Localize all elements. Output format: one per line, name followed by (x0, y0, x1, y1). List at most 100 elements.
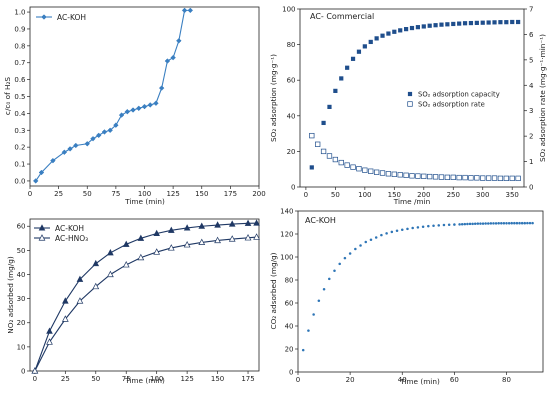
data-point (485, 175, 492, 181)
series-1 (301, 221, 534, 352)
data-point (479, 222, 482, 225)
data-point (345, 65, 350, 70)
y-tick-label: 0.9 (14, 25, 25, 33)
data-point (164, 58, 171, 64)
data-point (513, 221, 516, 225)
series-1 (32, 7, 194, 184)
data-point (515, 221, 519, 225)
series-2 (309, 132, 521, 182)
x-tick-label: 100 (138, 190, 151, 198)
data-point (107, 270, 114, 278)
y-tick-label: 0.3 (14, 127, 25, 135)
y-tick-label: 20 (285, 346, 294, 354)
data-point (344, 162, 350, 168)
data-point (400, 228, 404, 232)
data-point (468, 20, 474, 26)
data-point (492, 20, 497, 25)
data-point (415, 173, 421, 179)
data-point (433, 23, 438, 28)
x-axis-title: Time (min) (399, 377, 440, 386)
x-tick-label: 50 (91, 375, 100, 383)
data-point (391, 171, 397, 177)
x-tick-label: 100 (358, 191, 371, 199)
y-tick-label: 140 (280, 208, 293, 216)
data-point (444, 174, 451, 180)
data-point (137, 253, 145, 261)
panel-p4: 0 20 40 60 80 0 20 40 60 80 100 120 140 Time (min) CO₂… (269, 208, 544, 386)
y-tick-label: 40 (287, 112, 296, 120)
data-point (339, 76, 344, 81)
legend-marker (407, 91, 413, 97)
y-tick-label: 30 (17, 295, 26, 303)
data-point (67, 146, 73, 152)
series-2 (31, 233, 260, 374)
data-point (457, 21, 462, 26)
y-axis-title: CO₂ adsorbed (mg/g) (269, 252, 278, 329)
data-point (505, 222, 508, 225)
y-tick-label: 0.2 (14, 144, 25, 152)
data-point (502, 222, 506, 225)
data-point (95, 132, 102, 139)
legend-label: SO₂ adsorption capacity (418, 91, 500, 99)
data-point (447, 223, 451, 227)
data-point (46, 327, 53, 334)
data-point (460, 222, 464, 226)
data-point (504, 20, 509, 25)
y-tick-label: 120 (280, 231, 293, 239)
x-tick-label: 200 (252, 190, 265, 198)
data-point (244, 233, 252, 241)
y2-tick-label: 3 (529, 107, 533, 115)
data-point (497, 175, 504, 182)
x-tick-label: 0 (296, 376, 300, 384)
data-point (168, 226, 175, 233)
data-point (476, 222, 480, 225)
plot-frame (29, 6, 260, 187)
data-point (76, 297, 84, 304)
data-point (458, 223, 461, 226)
data-point (403, 172, 409, 178)
data-point (158, 85, 165, 91)
y-tick-label: 0.0 (14, 177, 25, 185)
data-point (181, 7, 188, 14)
y-tick-label: 0.8 (14, 42, 25, 50)
data-point (50, 157, 56, 164)
data-point (364, 240, 368, 244)
x-tick-label: 350 (506, 191, 519, 199)
data-point (228, 220, 236, 227)
legend-label: AC-HNO₃ (55, 234, 88, 243)
data-point (379, 170, 386, 176)
data-point (439, 22, 444, 27)
x-tick-label: 75 (111, 190, 120, 198)
data-point (327, 104, 332, 109)
data-point (101, 129, 108, 135)
data-point (406, 227, 409, 231)
legend: AC-KOH (36, 13, 86, 22)
data-point (214, 236, 221, 244)
data-point (392, 29, 397, 34)
data-point (73, 142, 79, 149)
data-point (445, 22, 450, 27)
series-1 (31, 219, 260, 374)
y2-tick-label: 2 (529, 133, 533, 141)
y2-tick-label: 6 (529, 31, 534, 39)
data-point (471, 222, 474, 226)
y-tick-label: 0 (289, 369, 293, 377)
data-point (312, 313, 315, 316)
y-tick-label: 80 (285, 277, 294, 285)
data-point (321, 120, 326, 126)
data-point (356, 166, 362, 172)
x-tick-label: 60 (450, 376, 459, 384)
legend-marker (38, 234, 46, 241)
data-point (122, 261, 130, 268)
data-point (468, 222, 472, 226)
data-point (374, 236, 378, 239)
panel-title: AC- Commercial (310, 12, 374, 21)
data-point (462, 174, 468, 181)
data-point (380, 33, 385, 38)
data-point (453, 223, 456, 226)
data-point (518, 221, 521, 225)
series-line (35, 9, 191, 182)
data-point (244, 219, 252, 226)
